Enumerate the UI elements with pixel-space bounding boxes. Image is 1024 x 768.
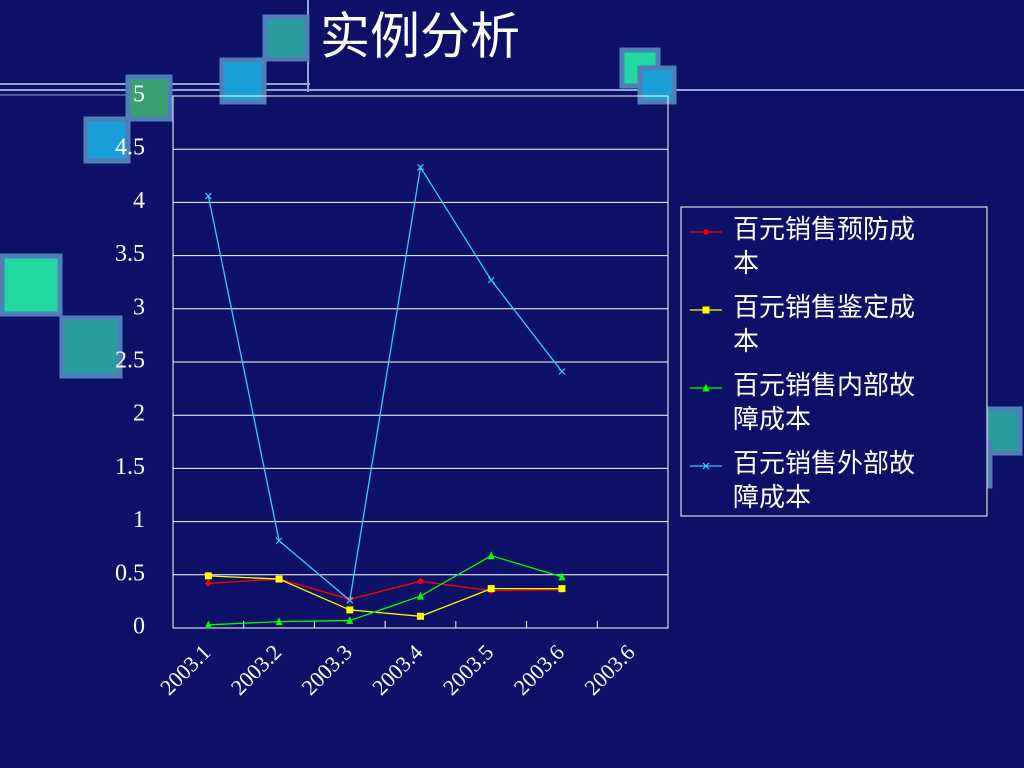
series-line: [207, 165, 563, 602]
y-tick-label: 2: [133, 401, 145, 427]
y-tick-label: 1.5: [115, 454, 145, 480]
marker: [275, 575, 283, 583]
legend-label: 百元销售外部故障成本: [733, 449, 915, 512]
marker: [346, 606, 354, 614]
marker: [702, 383, 710, 392]
legend-label: 百元销售鉴定成本: [733, 293, 915, 356]
marker: [204, 572, 212, 580]
y-tick-label: 0: [133, 614, 145, 640]
marker: [487, 551, 495, 560]
x-tick-label: 2003.2: [226, 639, 286, 699]
marker: [417, 591, 424, 600]
marker: [417, 163, 424, 171]
marker: [204, 620, 212, 629]
y-tick-label: 5: [133, 82, 145, 108]
y-tick-label: 1: [133, 507, 145, 533]
series-line: [208, 578, 562, 600]
marker: [417, 577, 424, 585]
y-tick-label: 3: [133, 294, 145, 320]
marker: [702, 462, 710, 470]
marker: [346, 616, 354, 625]
marker: [204, 192, 212, 200]
legend-label: 百元销售预防成本: [733, 215, 915, 278]
legend-box: [680, 206, 988, 517]
series-line: [208, 575, 562, 617]
x-tick-label: 2003.3: [296, 639, 356, 699]
x-tick-label: 2003.4: [367, 639, 427, 699]
marker: [346, 596, 354, 604]
marker: [702, 228, 710, 236]
x-tick-label: 2003.6: [579, 639, 639, 699]
marker: [487, 276, 495, 284]
series-line: [208, 554, 563, 626]
marker: [275, 617, 283, 626]
marker: [558, 368, 566, 376]
chart-title: 实例分析: [320, 8, 520, 64]
x-tick-label: 2003.5: [438, 639, 498, 699]
y-tick-label: 3.5: [115, 241, 145, 267]
legend-label: 百元销售内部故障成本: [733, 371, 915, 434]
marker: [702, 306, 710, 314]
marker: [417, 612, 424, 620]
y-tick-label: 2.5: [115, 348, 145, 374]
y-tick-label: 4: [133, 188, 145, 214]
marker: [204, 579, 212, 587]
y-tick-label: 0.5: [115, 560, 145, 586]
x-tick-label: 2003.6: [509, 639, 569, 699]
x-tick-label: 2003.1: [155, 639, 215, 699]
marker: [558, 585, 566, 593]
y-tick-label: 4.5: [115, 135, 145, 161]
marker: [275, 537, 283, 545]
marker: [487, 585, 495, 593]
marker: [558, 572, 566, 581]
